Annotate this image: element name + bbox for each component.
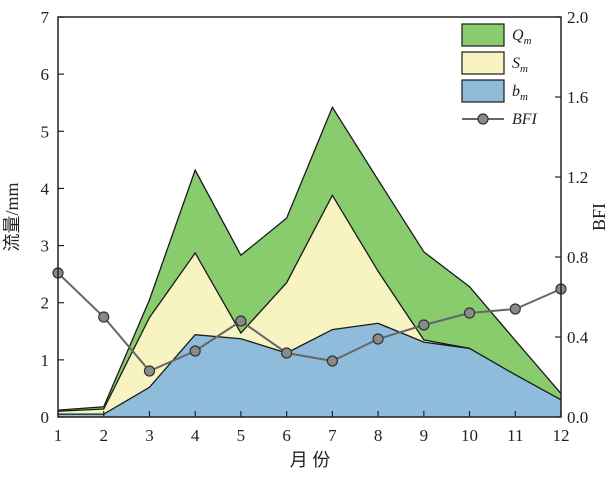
bfi-point (281, 347, 293, 359)
legend-label: BFI (512, 111, 538, 128)
x-axis-label: 月 份 (290, 450, 331, 470)
area-bm (58, 323, 561, 417)
y-right-tick-label: 1.6 (567, 88, 588, 107)
y-right-tick-label: 1.2 (567, 168, 588, 187)
x-axis: 1 2 3 4 5 6 7 8 9 10 11 12 (54, 411, 570, 445)
outline-qm (57, 105, 562, 411)
x-tick-label: 2 (99, 426, 108, 445)
x-tick-label: 5 (237, 426, 246, 445)
legend-item-bfi: BFI (462, 111, 538, 128)
x-tick-label: 6 (282, 426, 291, 445)
y-axis-right-label: BFI (589, 203, 609, 231)
bfi-point (143, 365, 156, 377)
bfi-point (509, 303, 521, 315)
legend: Qm Sm bm BFI (461, 23, 538, 128)
legend-label: Qm (512, 27, 532, 47)
y-right-tick-label: 0.4 (567, 328, 589, 347)
legend-marker (477, 113, 489, 125)
y-tick-label: 2 (41, 294, 50, 313)
x-tick-label: 4 (191, 426, 200, 445)
y-axis-left: 0 1 2 3 4 5 6 7 (41, 8, 64, 427)
y-right-tick-label: 0.0 (567, 408, 588, 427)
legend-label: Sm (512, 55, 528, 75)
bfi-point (418, 319, 430, 331)
bfi-point (189, 345, 201, 357)
y-tick-label: 4 (41, 179, 50, 198)
x-tick-label: 7 (328, 426, 337, 445)
x-tick-label: 12 (553, 426, 570, 445)
bfi-line (57, 272, 562, 373)
plot-area (52, 105, 567, 418)
bfi-point (463, 307, 476, 319)
x-tick-label: 1 (54, 426, 63, 445)
x-tick-label: 8 (374, 426, 383, 445)
legend-label: bm (512, 83, 528, 103)
y-tick-label: 0 (41, 408, 50, 427)
legend-swatch (461, 23, 505, 47)
plot-frame (57, 16, 562, 418)
y-tick-label: 3 (41, 237, 50, 256)
legend-item-q: Qm (461, 23, 532, 47)
x-tick-label: 9 (420, 426, 429, 445)
bfi-point (326, 355, 338, 367)
x-tick-label: 11 (507, 426, 523, 445)
legend-item-b: bm (461, 79, 528, 103)
legend-item-s: Sm (461, 51, 528, 75)
y-right-tick-label: 2.0 (567, 8, 588, 27)
y-axis-label: 流量/mm (2, 182, 22, 251)
x-tick-label: 10 (461, 426, 478, 445)
y-tick-label: 5 (41, 122, 50, 141)
y-tick-label: 6 (41, 65, 50, 84)
bfi-point (235, 315, 247, 327)
y-right-tick-label: 0.8 (567, 248, 588, 267)
bfi-point (372, 333, 384, 345)
y-tick-label: 7 (41, 8, 50, 27)
legend-swatch (461, 79, 505, 103)
legend-swatch (461, 51, 505, 75)
y-axis-right: 0.0 0.4 0.8 1.2 1.6 2.0 (555, 8, 589, 427)
outline-sm (57, 193, 470, 412)
y-tick-label: 1 (41, 351, 50, 370)
bfi-point (98, 311, 110, 323)
outline-bm (58, 322, 562, 415)
x-tick-label: 3 (145, 426, 154, 445)
